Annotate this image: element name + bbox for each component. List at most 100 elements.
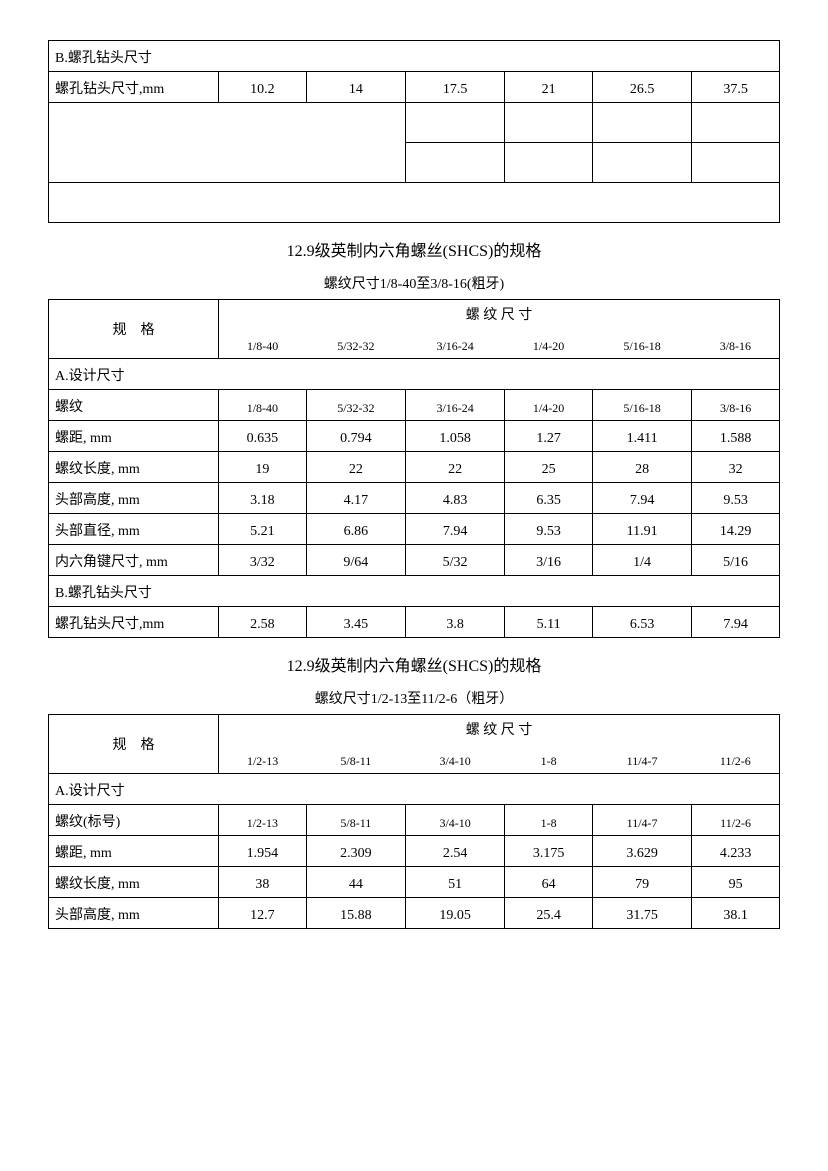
s2-r0-v2: 3/16-24 bbox=[405, 390, 504, 421]
s2-r0-v0: 1/8-40 bbox=[219, 390, 307, 421]
s1-row-label: 螺孔钻头尺寸,mm bbox=[49, 72, 219, 103]
s2-r1-v1: 0.794 bbox=[306, 421, 405, 452]
empty-cell bbox=[405, 103, 504, 143]
s3-h2: 3/4-10 bbox=[405, 743, 504, 774]
s2-r5-v4: 1/4 bbox=[592, 545, 691, 576]
s2-r1-v2: 1.058 bbox=[405, 421, 504, 452]
s2-r5-v3: 3/16 bbox=[505, 545, 593, 576]
s3-r2-label: 螺纹长度, mm bbox=[49, 867, 219, 898]
s2-section-a: A.设计尺寸 bbox=[49, 359, 780, 390]
s3-r0-label: 螺纹(标号) bbox=[49, 805, 219, 836]
s3-r3-v1: 15.88 bbox=[306, 898, 405, 929]
s2-h4: 5/16-18 bbox=[592, 328, 691, 359]
s3-r0-v3: 1-8 bbox=[505, 805, 593, 836]
s2-r3-v1: 4.17 bbox=[306, 483, 405, 514]
s2-r4-v3: 9.53 bbox=[505, 514, 593, 545]
s3-spec-label: 规 格 bbox=[49, 715, 219, 774]
s3-r3-v2: 19.05 bbox=[405, 898, 504, 929]
s2-r2-v4: 28 bbox=[592, 452, 691, 483]
s2-r3-v3: 6.35 bbox=[505, 483, 593, 514]
s2-rb-label: 螺孔钻头尺寸,mm bbox=[49, 607, 219, 638]
s2-r0-v5: 3/8-16 bbox=[692, 390, 780, 421]
s2-h5: 3/8-16 bbox=[692, 328, 780, 359]
s1-v3: 21 bbox=[505, 72, 593, 103]
s2-subtitle: 螺纹尺寸1/8-40至3/8-16(粗牙) bbox=[49, 267, 780, 300]
s3-section-a: A.设计尺寸 bbox=[49, 774, 780, 805]
s3-h5: 11/2-6 bbox=[692, 743, 780, 774]
spec-table: B.螺孔钻头尺寸 螺孔钻头尺寸,mm 10.2 14 17.5 21 26.5 … bbox=[48, 40, 780, 929]
empty-cell bbox=[505, 143, 593, 183]
s3-r1-v3: 3.175 bbox=[505, 836, 593, 867]
empty-cell bbox=[692, 143, 780, 183]
s3-r1-v4: 3.629 bbox=[592, 836, 691, 867]
s3-r2-v3: 64 bbox=[505, 867, 593, 898]
s3-r1-v0: 1.954 bbox=[219, 836, 307, 867]
s2-r5-v2: 5/32 bbox=[405, 545, 504, 576]
s2-rb-v2: 3.8 bbox=[405, 607, 504, 638]
s3-h3: 1-8 bbox=[505, 743, 593, 774]
s2-r3-v5: 9.53 bbox=[692, 483, 780, 514]
s3-h0: 1/2-13 bbox=[219, 743, 307, 774]
s2-r0-label: 螺纹 bbox=[49, 390, 219, 421]
s2-r2-v5: 32 bbox=[692, 452, 780, 483]
s2-r3-v4: 7.94 bbox=[592, 483, 691, 514]
s2-r2-v0: 19 bbox=[219, 452, 307, 483]
s2-h1: 5/32-32 bbox=[306, 328, 405, 359]
s3-r0-v5: 11/2-6 bbox=[692, 805, 780, 836]
s2-r3-v0: 3.18 bbox=[219, 483, 307, 514]
s2-r5-label: 内六角键尺寸, mm bbox=[49, 545, 219, 576]
s2-r3-v2: 4.83 bbox=[405, 483, 504, 514]
s3-r1-label: 螺距, mm bbox=[49, 836, 219, 867]
s2-rb-v0: 2.58 bbox=[219, 607, 307, 638]
s3-r1-v2: 2.54 bbox=[405, 836, 504, 867]
empty-cell bbox=[592, 103, 691, 143]
s2-rb-v1: 3.45 bbox=[306, 607, 405, 638]
s3-r0-v0: 1/2-13 bbox=[219, 805, 307, 836]
s2-section-b: B.螺孔钻头尺寸 bbox=[49, 576, 780, 607]
s3-h4: 11/4-7 bbox=[592, 743, 691, 774]
s3-r3-v3: 25.4 bbox=[505, 898, 593, 929]
empty-cell bbox=[49, 103, 406, 183]
s2-r0-v4: 5/16-18 bbox=[592, 390, 691, 421]
s2-h3: 1/4-20 bbox=[505, 328, 593, 359]
s3-h1: 5/8-11 bbox=[306, 743, 405, 774]
s2-r0-v1: 5/32-32 bbox=[306, 390, 405, 421]
s2-r4-v1: 6.86 bbox=[306, 514, 405, 545]
s2-r1-v5: 1.588 bbox=[692, 421, 780, 452]
s2-r5-v5: 5/16 bbox=[692, 545, 780, 576]
s3-r0-v2: 3/4-10 bbox=[405, 805, 504, 836]
s2-rb-v3: 5.11 bbox=[505, 607, 593, 638]
s3-r0-v1: 5/8-11 bbox=[306, 805, 405, 836]
empty-row bbox=[49, 183, 780, 223]
s2-h2: 3/16-24 bbox=[405, 328, 504, 359]
s2-r2-label: 螺纹长度, mm bbox=[49, 452, 219, 483]
s2-thread-size-label: 螺 纹 尺 寸 bbox=[219, 300, 780, 329]
empty-cell bbox=[592, 143, 691, 183]
s2-r4-v0: 5.21 bbox=[219, 514, 307, 545]
s3-thread-size-label: 螺 纹 尺 寸 bbox=[219, 715, 780, 744]
empty-cell bbox=[692, 103, 780, 143]
s2-r4-v4: 11.91 bbox=[592, 514, 691, 545]
s2-r1-v3: 1.27 bbox=[505, 421, 593, 452]
s3-r1-v5: 4.233 bbox=[692, 836, 780, 867]
s3-r0-v4: 11/4-7 bbox=[592, 805, 691, 836]
s3-subtitle: 螺纹尺寸1/2-13至11/2-6（粗牙） bbox=[49, 682, 780, 715]
s1-v2: 17.5 bbox=[405, 72, 504, 103]
section1-b-header: B.螺孔钻头尺寸 bbox=[49, 41, 780, 72]
s3-r2-v2: 51 bbox=[405, 867, 504, 898]
s2-r3-label: 头部高度, mm bbox=[49, 483, 219, 514]
s3-r3-v0: 12.7 bbox=[219, 898, 307, 929]
s2-rb-v4: 6.53 bbox=[592, 607, 691, 638]
s2-title: 12.9级英制内六角螺丝(SHCS)的规格 bbox=[49, 223, 780, 268]
s1-v1: 14 bbox=[306, 72, 405, 103]
s3-title: 12.9级英制内六角螺丝(SHCS)的规格 bbox=[49, 638, 780, 683]
s2-r2-v2: 22 bbox=[405, 452, 504, 483]
s1-v4: 26.5 bbox=[592, 72, 691, 103]
s2-rb-v5: 7.94 bbox=[692, 607, 780, 638]
s3-r2-v5: 95 bbox=[692, 867, 780, 898]
s2-r4-v2: 7.94 bbox=[405, 514, 504, 545]
s1-v5: 37.5 bbox=[692, 72, 780, 103]
s2-r5-v0: 3/32 bbox=[219, 545, 307, 576]
s3-r3-v4: 31.75 bbox=[592, 898, 691, 929]
s2-r2-v1: 22 bbox=[306, 452, 405, 483]
